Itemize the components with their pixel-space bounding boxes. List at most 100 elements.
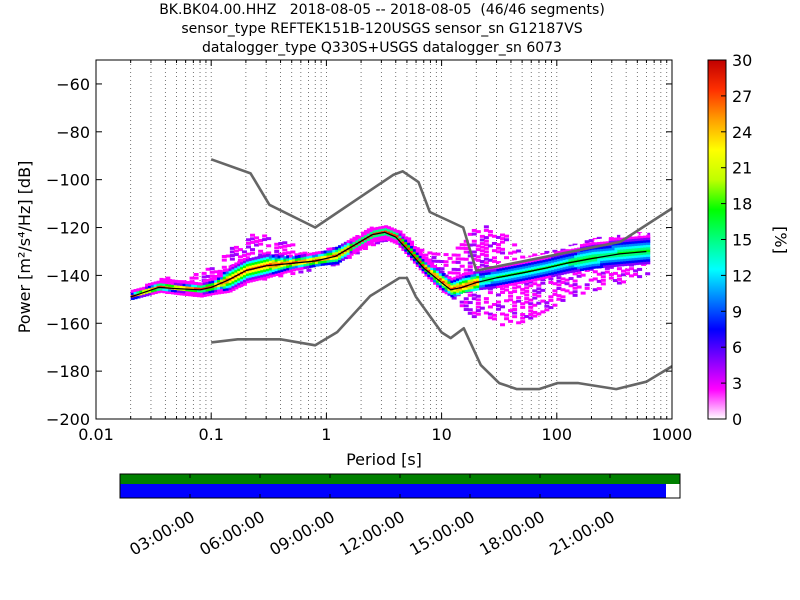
psd-cell <box>536 290 542 294</box>
psd-cell <box>211 280 216 284</box>
timeline-tick-label: 15:00:00 <box>406 507 478 559</box>
psd-cell <box>602 257 607 261</box>
psd-cell <box>592 277 598 281</box>
psd-cell <box>556 286 562 290</box>
psd-cell <box>512 300 518 304</box>
psd-cell <box>418 252 423 256</box>
psd-cell <box>626 253 631 257</box>
psd-cell <box>572 272 578 276</box>
psd-cell <box>605 255 610 259</box>
psd-cell <box>130 296 135 300</box>
psd-cell <box>381 225 386 229</box>
psd-cell <box>634 247 639 251</box>
psd-cell <box>594 241 599 245</box>
psd-cell <box>277 255 282 259</box>
psd-cell <box>617 256 622 260</box>
psd-cell <box>386 228 391 232</box>
psd-cell <box>475 255 481 259</box>
psd-cell <box>554 268 559 272</box>
psd-cell <box>516 299 522 303</box>
psd-cell <box>329 254 334 258</box>
psd-cell <box>182 283 187 287</box>
psd-cell <box>389 234 394 238</box>
psd-cell <box>491 303 497 307</box>
psd-cell <box>470 281 475 285</box>
psd-cell <box>499 282 504 286</box>
psd-cell <box>458 276 463 280</box>
psd-cell <box>225 278 230 282</box>
psd-cell <box>202 289 207 293</box>
psd-cell <box>378 235 383 239</box>
psd-cell <box>491 317 497 321</box>
psd-cell <box>605 247 610 251</box>
psd-cell <box>519 280 524 284</box>
psd-cell <box>266 263 271 267</box>
psd-cell <box>640 244 645 248</box>
psd-cell <box>608 254 613 258</box>
psd-cell <box>229 246 235 250</box>
psd-cell <box>585 250 590 254</box>
psd-cell <box>568 248 573 252</box>
psd-cell <box>571 245 576 249</box>
psd-cell <box>562 249 567 253</box>
psd-cell <box>361 246 366 250</box>
psd-cell <box>343 253 348 257</box>
psd-cell <box>133 289 138 293</box>
psd-cell <box>620 244 625 248</box>
psd-cell <box>608 264 613 268</box>
psd-cell <box>233 245 239 249</box>
psd-cell <box>559 272 564 276</box>
psd-cell <box>245 261 250 265</box>
psd-cell <box>614 251 619 255</box>
psd-cell <box>245 256 250 260</box>
psd-cell <box>571 255 576 259</box>
psd-cell <box>363 239 368 243</box>
psd-cell <box>401 240 406 244</box>
psd-cell <box>479 249 485 253</box>
psd-cell <box>640 251 645 255</box>
psd-cell <box>533 261 538 265</box>
psd-cell <box>438 275 443 279</box>
psd-cell <box>530 275 535 279</box>
psd-cell <box>194 286 199 290</box>
psd-cell <box>250 237 256 241</box>
psd-cell <box>349 238 354 242</box>
psd-cell <box>493 280 498 284</box>
psd-cell <box>332 251 337 255</box>
psd-cell <box>499 279 504 283</box>
psd-cell <box>614 256 619 260</box>
psd-cell <box>418 255 423 259</box>
psd-cell <box>302 251 308 255</box>
psd-cell <box>338 247 343 251</box>
psd-cell <box>470 273 475 277</box>
psd-cell <box>467 276 472 280</box>
psd-cell <box>608 238 613 242</box>
psd-cell <box>263 261 268 265</box>
psd-cell <box>588 244 593 248</box>
psd-cell <box>130 289 135 293</box>
psd-cell <box>358 235 363 239</box>
psd-cell <box>209 270 215 274</box>
psd-cell <box>471 239 477 243</box>
psd-cell <box>222 280 227 284</box>
psd-cell <box>423 253 429 257</box>
psd-cell <box>250 240 256 244</box>
psd-cell <box>628 253 633 257</box>
psd-cell <box>548 258 553 262</box>
psd-cell <box>266 237 272 241</box>
psd-cell <box>626 243 631 247</box>
psd-cell <box>556 283 562 287</box>
psd-cell <box>242 281 247 285</box>
psd-cell <box>463 257 469 261</box>
psd-cell <box>401 235 406 239</box>
psd-cell <box>369 238 374 242</box>
psd-cell <box>433 279 438 283</box>
psd-cell <box>447 283 452 287</box>
psd-cell <box>412 248 417 252</box>
psd-cell <box>544 308 550 312</box>
psd-cell <box>499 284 504 288</box>
psd-cell <box>266 258 271 262</box>
psd-cell <box>548 295 554 299</box>
psd-cell <box>444 281 449 285</box>
